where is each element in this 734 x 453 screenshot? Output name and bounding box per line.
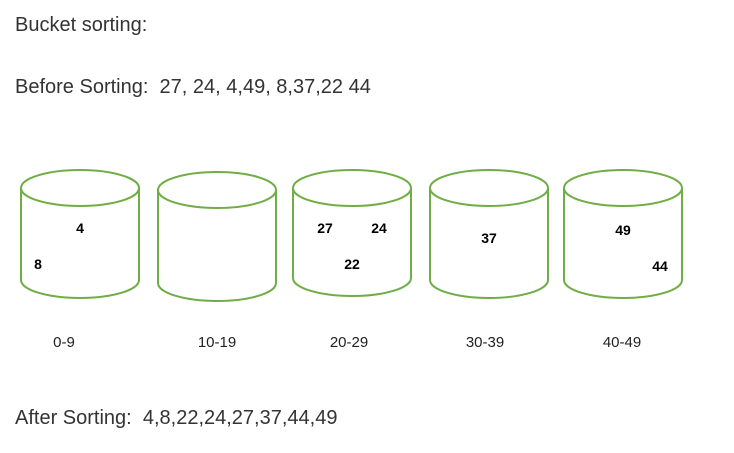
bucket-30-39: 37 xyxy=(429,169,549,299)
bucket-item: 24 xyxy=(371,220,387,236)
bucket-20-29: 27 24 22 xyxy=(292,169,412,297)
bucket-item: 27 xyxy=(317,220,333,236)
bucket-body xyxy=(429,188,549,299)
bucket-body xyxy=(563,188,683,299)
bucket-rim xyxy=(429,169,549,207)
bucket-rim xyxy=(20,169,140,207)
bucket-diagram: 4 8 27 24 22 37 49 44 xyxy=(20,169,683,302)
page-title: Bucket sorting: xyxy=(15,14,148,36)
bucket-item: 44 xyxy=(652,258,668,274)
bucket-item: 8 xyxy=(34,256,42,272)
bucket-body xyxy=(157,190,277,302)
bucket-40-49: 49 44 xyxy=(563,169,683,299)
bucket-body xyxy=(292,188,412,297)
bucket-item: 37 xyxy=(481,230,497,246)
before-sorting-line: Before Sorting: 27, 24, 4,49, 8,37,22 44 xyxy=(15,76,371,99)
bucket-range-label: 20-29 xyxy=(329,334,369,351)
bucket-rim xyxy=(157,171,277,209)
bucket-range-label: 40-49 xyxy=(602,334,642,351)
after-sorting-values: 4,8,22,24,27,37,44,49 xyxy=(142,407,338,429)
bucket-0-9: 4 8 xyxy=(20,169,140,299)
bucket-item: 22 xyxy=(344,256,360,272)
before-sorting-values: 27, 24, 4,49, 8,37,22 44 xyxy=(159,76,371,98)
bucket-10-19 xyxy=(157,171,277,302)
bucket-rim xyxy=(563,169,683,207)
bucket-item: 49 xyxy=(615,222,631,238)
bucket-body xyxy=(20,188,140,299)
bucket-range-label: 0-9 xyxy=(53,334,75,351)
bucket-item: 4 xyxy=(76,220,84,236)
after-sorting-label: After Sorting: xyxy=(15,407,132,429)
before-sorting-label: Before Sorting: xyxy=(15,76,149,98)
after-sorting-line: After Sorting: 4,8,22,24,27,37,44,49 xyxy=(15,407,337,430)
bucket-rim xyxy=(292,169,412,207)
bucket-range-label: 10-19 xyxy=(197,334,237,351)
bucket-range-label: 30-39 xyxy=(465,334,505,351)
